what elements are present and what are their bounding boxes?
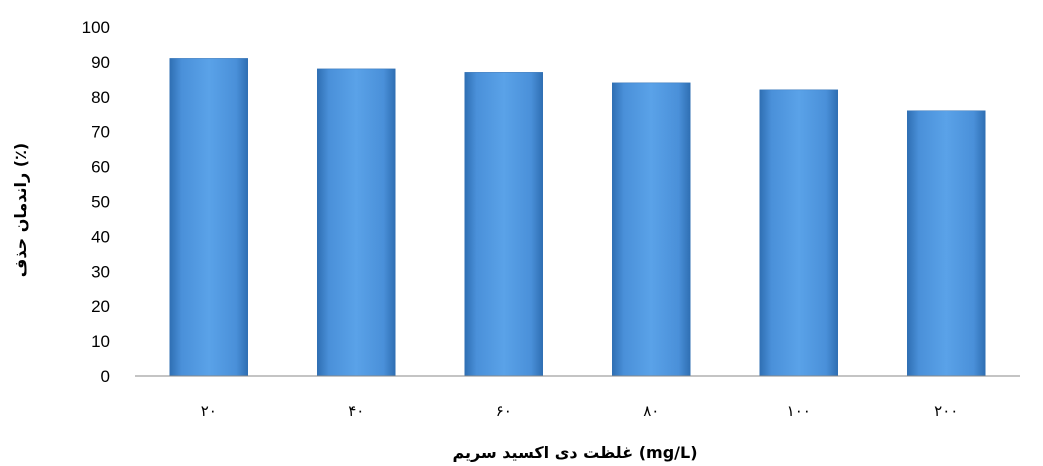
y-tick-labels: 0 10 20 30 40 50 60 70 80 90 100 [82, 18, 110, 386]
bar [612, 82, 691, 377]
x-tick-label: ١٠٠ [787, 402, 811, 420]
bar [907, 110, 986, 377]
bar [759, 89, 838, 377]
x-tick-label: ۶٠ [496, 402, 512, 420]
x-axis-title: غلظت دی اکسید سریم (mg/L) [452, 443, 697, 462]
x-tick-label: ٨٠ [643, 402, 659, 420]
bar [464, 72, 543, 377]
y-tick-label: 0 [101, 367, 110, 386]
x-tick-label: ۴٠ [348, 402, 364, 420]
y-tick-label: 60 [91, 158, 110, 177]
bar [169, 58, 248, 377]
x-tick-label: ٢٠٠ [934, 402, 958, 420]
y-tick-label: 10 [91, 332, 110, 351]
y-tick-label: 80 [91, 88, 110, 107]
x-tick-label: ٢٠ [201, 402, 217, 420]
y-tick-label: 40 [91, 227, 110, 246]
y-tick-label: 50 [91, 193, 110, 212]
y-tick-label: 90 [91, 53, 110, 72]
x-tick-labels: ٢٠ ۴٠ ۶٠ ٨٠ ١٠٠ ٢٠٠ [201, 402, 959, 420]
y-axis-title: راندمان حذف (٪) [11, 143, 30, 277]
bars-group [169, 58, 986, 377]
y-tick-label: 70 [91, 123, 110, 142]
bar [317, 68, 396, 377]
y-tick-label: 20 [91, 297, 110, 316]
y-tick-label: 100 [82, 18, 110, 37]
y-tick-label: 30 [91, 262, 110, 281]
